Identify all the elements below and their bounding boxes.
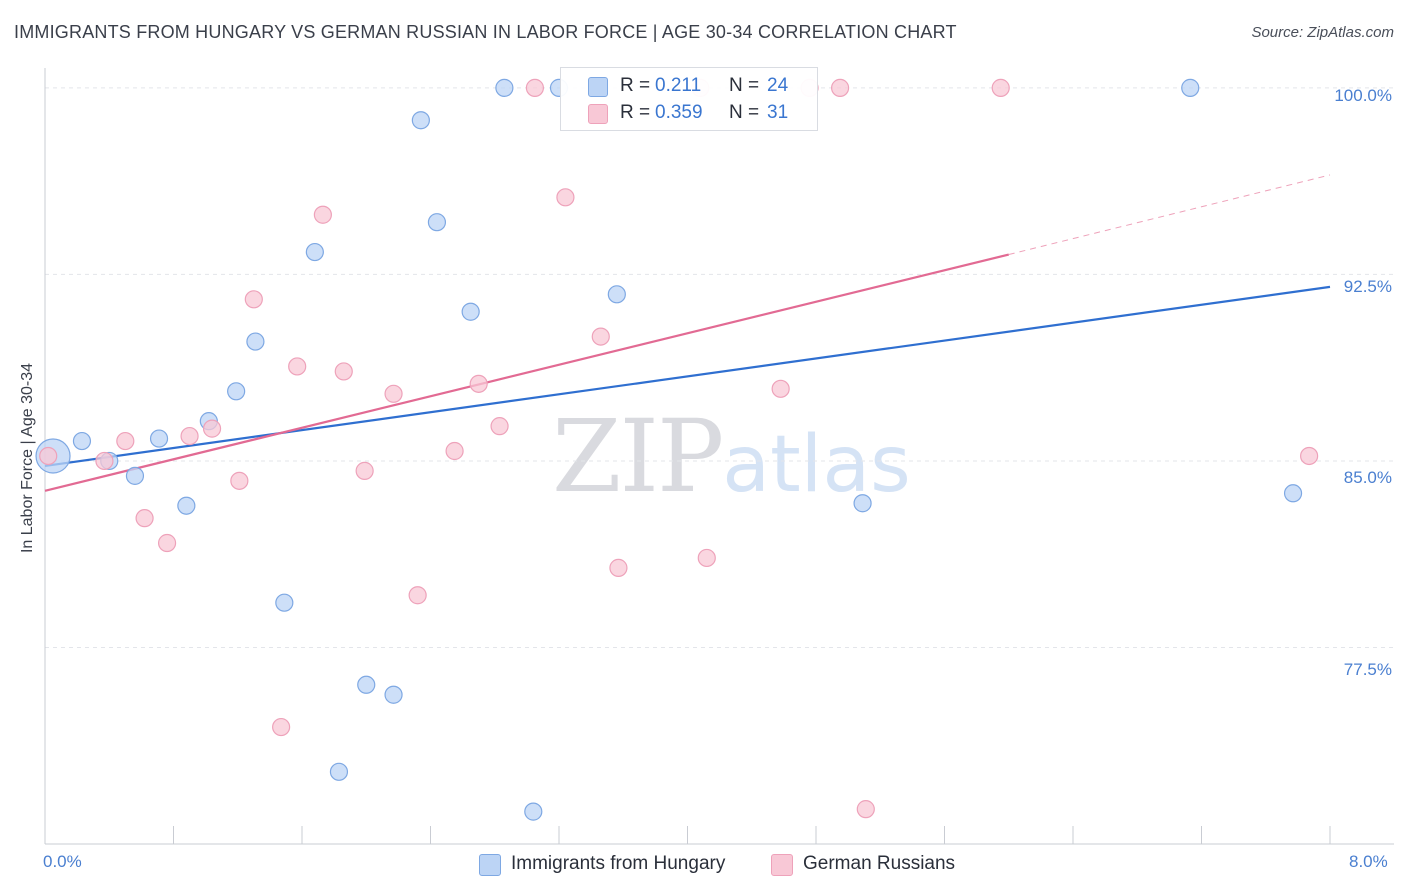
point-german-russians [95, 451, 114, 471]
trend-lines [44, 174, 1331, 492]
point-hungary [411, 111, 430, 130]
point-german-russians [771, 379, 790, 398]
watermark-zip: ZIP [552, 398, 724, 515]
point-german-russians [355, 461, 374, 480]
source-label: Source: ZipAtlas.com [1251, 24, 1394, 41]
x-tick-label: 0.0% [43, 852, 82, 871]
point-german-russians [525, 78, 545, 97]
point-german-russians [135, 509, 154, 528]
point-german-russians [39, 446, 58, 466]
y-tick-label: 77.5% [1343, 660, 1392, 679]
point-german-russians [609, 558, 628, 577]
blue-swatch [479, 854, 501, 876]
data-points [35, 78, 1319, 821]
y-tick-label: 100.0% [1334, 86, 1392, 105]
n-value: 31 [767, 102, 789, 123]
point-german-russians [469, 374, 488, 393]
n-label: N = [729, 75, 760, 96]
r-label: R = [620, 102, 651, 123]
point-german-russians [445, 441, 464, 461]
point-hungary [125, 466, 145, 485]
r-value: 0.359 [655, 102, 703, 123]
point-hungary [357, 675, 376, 694]
point-hungary [329, 762, 349, 781]
point-hungary [246, 332, 265, 351]
point-german-russians [313, 205, 332, 224]
point-german-russians [334, 362, 353, 381]
legend-label: German Russians [803, 853, 956, 874]
point-hungary [853, 494, 872, 513]
point-hungary [177, 496, 196, 515]
point-hungary [461, 302, 480, 321]
watermark-atlas: atlas [722, 420, 911, 510]
point-german-russians [272, 717, 291, 737]
point-german-russians [116, 431, 135, 451]
gridlines [45, 87, 1394, 648]
point-german-russians [384, 384, 403, 403]
blue-swatch [588, 77, 608, 97]
point-german-russians [230, 471, 249, 490]
point-german-russians [288, 357, 307, 376]
x-tick-label: 8.0% [1349, 852, 1388, 871]
point-german-russians [408, 586, 427, 605]
stats-row-hungary: R = 0.211 N = 24 [561, 74, 817, 100]
trend-line-hungary [44, 285, 1331, 468]
point-german-russians [697, 548, 716, 568]
trend-line-german-russians-extension [1008, 174, 1331, 256]
point-hungary [427, 213, 447, 232]
pink-swatch [771, 854, 793, 876]
n-value: 24 [767, 75, 789, 96]
y-tick-label: 92.5% [1343, 277, 1392, 296]
point-german-russians [157, 533, 177, 553]
point-hungary [1283, 484, 1303, 503]
r-label: R = [620, 75, 651, 96]
point-german-russians [556, 188, 575, 207]
point-german-russians [244, 290, 263, 309]
legend-label: Immigrants from Hungary [511, 853, 726, 874]
r-value: 0.211 [655, 75, 702, 96]
point-german-russians [856, 800, 875, 819]
pink-swatch [588, 104, 608, 124]
point-german-russians [490, 417, 509, 436]
stats-legend: R = 0.211 N = 24 R = 0.359 N = 31 [560, 67, 818, 131]
point-hungary [495, 78, 514, 97]
point-hungary [149, 429, 169, 448]
watermark: ZIPatlas [552, 398, 911, 515]
y-tick-label: 85.0% [1343, 468, 1392, 487]
point-german-russians [830, 78, 850, 97]
point-german-russians [991, 78, 1010, 97]
point-hungary [72, 431, 92, 451]
point-hungary [227, 382, 246, 401]
point-hungary [1181, 78, 1200, 97]
point-hungary [524, 802, 543, 821]
chart-title: IMMIGRANTS FROM HUNGARY VS GERMAN RUSSIA… [14, 22, 957, 42]
stats-row-german-russians: R = 0.359 N = 31 [561, 101, 817, 127]
point-hungary [305, 242, 324, 262]
point-german-russians [1300, 446, 1319, 466]
point-hungary [607, 285, 626, 304]
point-german-russians [591, 327, 610, 346]
point-hungary [384, 685, 403, 704]
axes [44, 68, 1394, 845]
point-german-russians [180, 426, 199, 446]
point-german-russians [202, 419, 222, 438]
n-label: N = [729, 102, 760, 123]
point-hungary [275, 593, 294, 612]
series-legend: Immigrants from Hungary German Russians [0, 850, 1406, 880]
trend-line-german-russians [44, 253, 1010, 492]
y-axis-label: In Labor Force | Age 30-34 [19, 362, 36, 554]
